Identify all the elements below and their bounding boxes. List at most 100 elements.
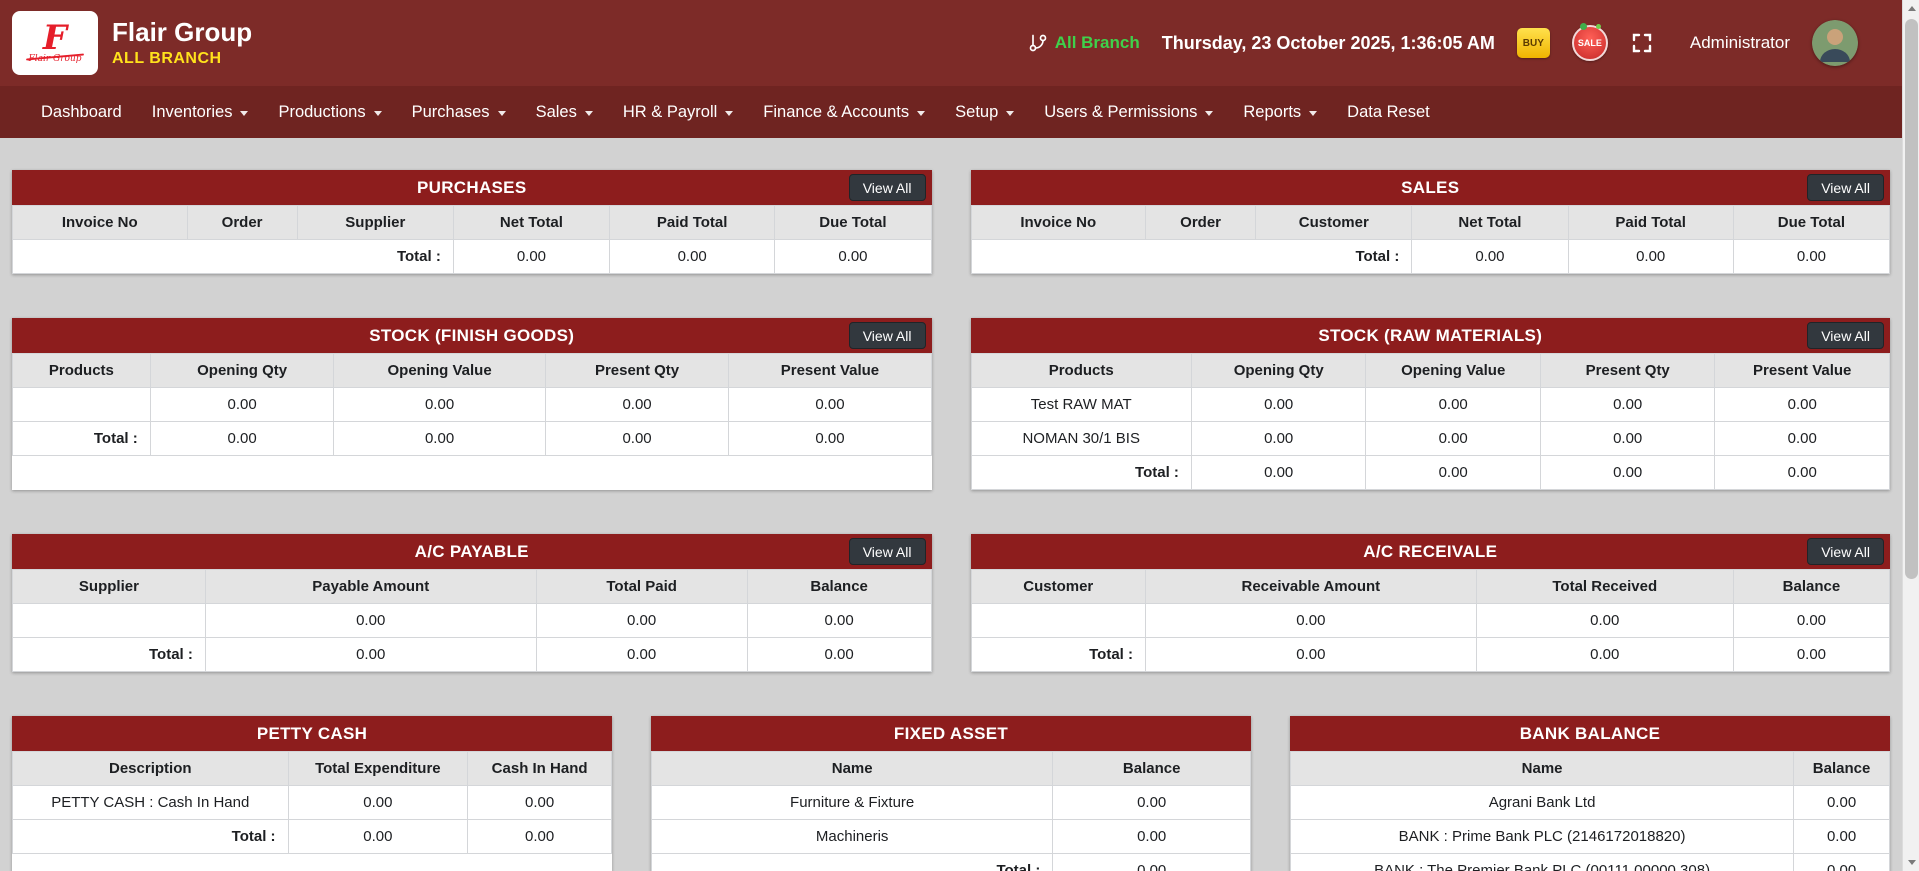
table-row: Agrani Bank Ltd 0.00 — [1289, 785, 1890, 820]
nav-item-productions[interactable]: Productions — [263, 86, 396, 138]
user-name: Administrator — [1689, 33, 1790, 52]
total-value: 0.00 — [204, 637, 537, 672]
total-row: Total : 0.00 0.00 0.00 — [12, 637, 932, 672]
nav-item-dashboard[interactable]: Dashboard — [26, 86, 137, 138]
chevron-down-icon — [917, 111, 926, 116]
value-cell: 0.00 — [746, 603, 932, 638]
table-header-row: Customer Receivable Amount Total Receive… — [970, 569, 1891, 604]
name-cell: Furniture & Fixture — [650, 785, 1054, 820]
table-row: Test RAW MAT 0.00 0.00 0.00 0.00 — [970, 387, 1890, 422]
nav-label: Purchases — [411, 102, 490, 121]
scrollbar[interactable] — [1902, 0, 1919, 871]
nav-item-finance-accounts[interactable]: Finance & Accounts — [748, 86, 940, 138]
nav-label: HR & Payroll — [622, 102, 718, 121]
view-all-button[interactable]: View All — [848, 538, 926, 565]
total-row: Total : 0.00 0.00 0.00 — [970, 637, 1891, 672]
nav-item-users-permissions[interactable]: Users & Permissions — [1029, 86, 1228, 138]
column-header: Present Value — [728, 353, 932, 388]
nav-label: Reports — [1243, 102, 1302, 121]
column-header: Net Total — [1411, 205, 1569, 240]
avatar[interactable] — [1812, 20, 1858, 66]
table-header-row: Products Opening Qty Opening Value Prese… — [12, 353, 932, 388]
column-header: Supplier — [12, 569, 206, 604]
column-header: Invoice No — [970, 205, 1146, 240]
view-all-button[interactable]: View All — [1807, 538, 1884, 565]
column-header: Payable Amount — [204, 569, 537, 604]
value-cell: 0.00 — [544, 387, 730, 422]
panel-bank-balance: BANK BALANCE Name Balance Agrani Bank Lt… — [1289, 716, 1890, 871]
value-cell: 0.00 — [1793, 819, 1890, 854]
fullscreen-icon[interactable] — [1630, 31, 1654, 55]
column-header: Products — [970, 353, 1192, 388]
nav-item-sales[interactable]: Sales — [521, 86, 608, 138]
git-branch-icon — [1028, 33, 1048, 53]
panel-ac-payable: A/C PAYABLE View All Supplier Payable Am… — [12, 534, 932, 672]
panel-title: A/C RECEIVALE — [1363, 541, 1498, 561]
petty-cash-table: Description Total Expenditure Cash In Ha… — [12, 751, 612, 854]
table-header-row: Products Opening Qty Opening Value Prese… — [970, 353, 1890, 388]
value-cell: 0.00 — [1732, 603, 1891, 638]
nav-label: Finance & Accounts — [763, 102, 910, 121]
total-value: 0.00 — [149, 421, 335, 456]
nav-item-data-reset[interactable]: Data Reset — [1332, 86, 1445, 138]
table-row: 0.00 0.00 0.00 0.00 — [12, 387, 932, 422]
name-cell: Machineris — [650, 819, 1054, 854]
total-value: 0.00 — [1052, 853, 1251, 871]
nav-item-hr-payroll[interactable]: HR & Payroll — [608, 86, 748, 138]
total-value: 0.00 — [1539, 455, 1716, 490]
column-header: Receivable Amount — [1145, 569, 1477, 604]
chevron-down-icon — [497, 111, 506, 116]
total-value: 0.00 — [535, 637, 748, 672]
scroll-down-icon[interactable] — [1903, 854, 1919, 871]
name-cell: NOMAN 30/1 BIS — [970, 421, 1192, 456]
ac-payable-table: Supplier Payable Amount Total Paid Balan… — [12, 569, 932, 672]
name-cell: BANK : The Premier Bank PLC (00111 00000… — [1289, 853, 1795, 871]
panel-row-1: PURCHASES View All Invoice No Order Supp… — [12, 170, 1891, 274]
nav-item-setup[interactable]: Setup — [940, 86, 1029, 138]
view-all-button[interactable]: View All — [1807, 322, 1884, 349]
value-cell: 0.00 — [287, 785, 469, 820]
brand-text: Flair Group ALL BRANCH — [112, 18, 252, 68]
branch-selector[interactable]: All Branch — [1028, 33, 1140, 53]
total-value: 0.00 — [608, 239, 776, 274]
scrollbar-thumb[interactable] — [1905, 19, 1918, 579]
scroll-up-icon[interactable] — [1903, 0, 1919, 17]
table-row: BANK : The Premier Bank PLC (00111 00000… — [1289, 853, 1890, 871]
panel-header: STOCK (FINISH GOODS) View All — [12, 318, 932, 353]
value-cell: 0.00 — [1793, 853, 1890, 871]
nav-item-reports[interactable]: Reports — [1228, 86, 1332, 138]
column-header: Opening Value — [333, 353, 546, 388]
value-cell: 0.00 — [1714, 387, 1890, 422]
table-row: BANK : Prime Bank PLC (2146172018820) 0.… — [1289, 819, 1890, 854]
panel-header: A/C PAYABLE View All — [12, 534, 932, 569]
total-value: 0.00 — [1145, 637, 1477, 672]
column-header: Invoice No — [12, 205, 188, 240]
value-cell: 0.00 — [1714, 421, 1890, 456]
view-all-button[interactable]: View All — [1807, 174, 1884, 201]
panel-petty-cash: PETTY CASH Description Total Expenditure… — [12, 716, 612, 871]
nav-item-purchases[interactable]: Purchases — [397, 86, 521, 138]
total-value: 0.00 — [1732, 239, 1891, 274]
column-header: Description — [12, 751, 289, 786]
total-value: 0.00 — [1365, 455, 1541, 490]
total-row: Total : 0.00 0.00 0.00 0.00 — [12, 421, 932, 456]
panel-stock-finish-goods: STOCK (FINISH GOODS) View All Products O… — [12, 318, 932, 490]
value-cell: 0.00 — [467, 785, 612, 820]
nav-item-inventories[interactable]: Inventories — [137, 86, 264, 138]
column-header: Name — [650, 751, 1054, 786]
chevron-down-icon — [1205, 111, 1214, 116]
column-header: Opening Value — [1365, 353, 1541, 388]
total-value: 0.00 — [774, 239, 932, 274]
total-label: Total : — [12, 421, 151, 456]
view-all-button[interactable]: View All — [848, 322, 926, 349]
value-cell: 0.00 — [1793, 785, 1890, 820]
nav-label: Dashboard — [41, 102, 122, 121]
buy-icon[interactable]: BUY — [1516, 28, 1550, 58]
value-cell: 0.00 — [204, 603, 537, 638]
total-row: Total : 0.00 0.00 0.00 — [12, 239, 932, 274]
panel-header: STOCK (RAW MATERIALS) View All — [970, 318, 1890, 353]
column-header: Cash In Hand — [467, 751, 612, 786]
name-cell — [12, 603, 206, 638]
sale-icon[interactable]: SALE — [1571, 23, 1608, 61]
view-all-button[interactable]: View All — [848, 174, 926, 201]
